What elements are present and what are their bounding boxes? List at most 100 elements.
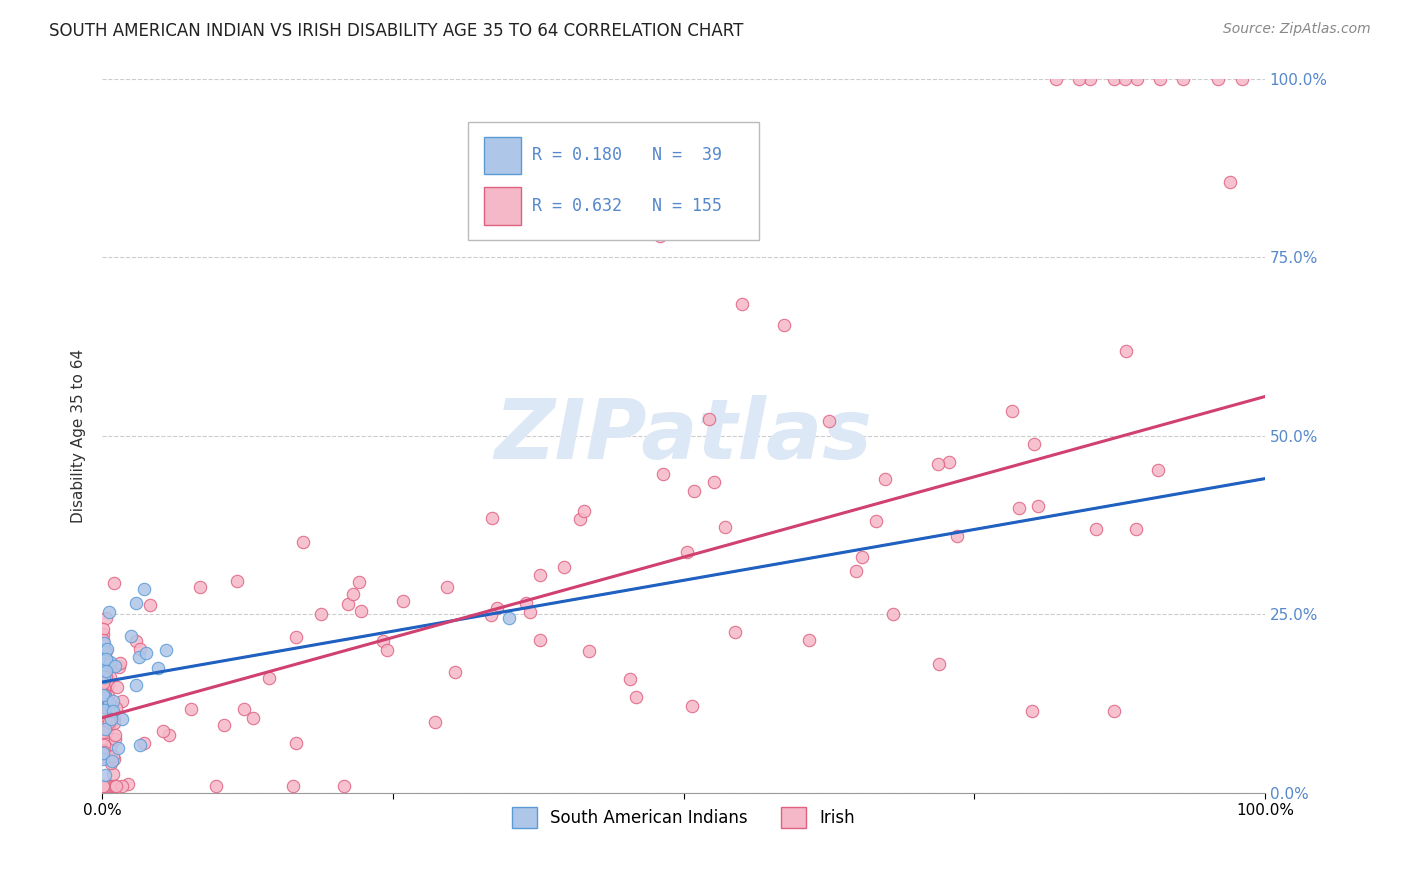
Text: R = 0.632   N = 155: R = 0.632 N = 155 [533,197,723,215]
Point [132,582,155,597]
Point [105,779,128,793]
Point [938,455,960,469]
Point [104,779,127,793]
Point [1149,72,1171,87]
Point [96,641,118,656]
Point [773,318,796,332]
Point [117,776,139,790]
Point [94,661,117,675]
Point [93,643,115,657]
Point [928,657,950,672]
Point [1102,704,1125,718]
Point [100,756,122,770]
Point [93,739,115,753]
Point [98,696,121,710]
Point [882,607,904,622]
Point [94,747,117,761]
Point [336,597,359,611]
Point [93,633,115,648]
Point [96,644,118,658]
Point [94,688,117,702]
Point [1115,344,1137,359]
Point [97,779,120,793]
Point [108,660,131,674]
Point [1102,72,1125,87]
Point [94,706,117,720]
Point [1125,522,1147,536]
Point [392,594,415,608]
Point [652,467,675,481]
Point [93,670,115,684]
Point [93,779,115,793]
Point [96,719,118,733]
Point [342,587,364,601]
Point [1173,72,1195,87]
Point [146,661,169,675]
Point [242,711,264,725]
Point [94,664,117,678]
Point [152,723,174,738]
Point [93,749,115,764]
Point [96,710,118,724]
Point [93,711,115,725]
Point [110,712,132,726]
Point [93,713,115,727]
Point [155,643,177,657]
Point [101,749,124,764]
Point [93,743,115,757]
Point [1001,404,1024,418]
Point [93,702,115,716]
Point [212,717,235,731]
Point [818,414,841,428]
Point [285,630,308,644]
Point [93,779,115,793]
Point [97,658,120,673]
Point [93,749,115,764]
Point [94,722,117,736]
Point [93,645,115,659]
Point [1114,72,1136,87]
Point [98,705,121,719]
Point [105,680,128,694]
Point [568,512,591,526]
Point [128,650,150,665]
Point [350,604,373,618]
Point [93,708,115,723]
Point [309,607,332,622]
Point [97,678,120,692]
Point [498,611,520,625]
Point [93,651,115,665]
Text: R = 0.180   N =  39: R = 0.180 N = 39 [533,146,723,164]
Point [111,694,134,708]
Point [100,704,122,718]
Point [104,701,127,715]
Point [93,671,115,685]
Text: SOUTH AMERICAN INDIAN VS IRISH DISABILITY AGE 35 TO 64 CORRELATION CHART: SOUTH AMERICAN INDIAN VS IRISH DISABILIT… [49,22,744,40]
Point [93,684,115,698]
Point [333,779,356,793]
Point [93,779,115,793]
Point [1219,176,1241,190]
Point [100,713,122,727]
Point [93,745,115,759]
Point [100,779,122,793]
Point [103,716,125,731]
Point [97,605,120,619]
Point [93,703,115,717]
Point [233,702,256,716]
Point [1084,522,1107,536]
Point [94,652,117,666]
Point [103,767,125,781]
Point [94,657,117,672]
Point [103,575,125,590]
Point [100,754,122,768]
Point [486,601,509,615]
Point [101,779,124,793]
Point [188,580,211,594]
Point [479,608,502,623]
Point [101,704,124,718]
Point [529,567,551,582]
Point [553,559,575,574]
Point [94,690,117,704]
Point [683,484,706,499]
